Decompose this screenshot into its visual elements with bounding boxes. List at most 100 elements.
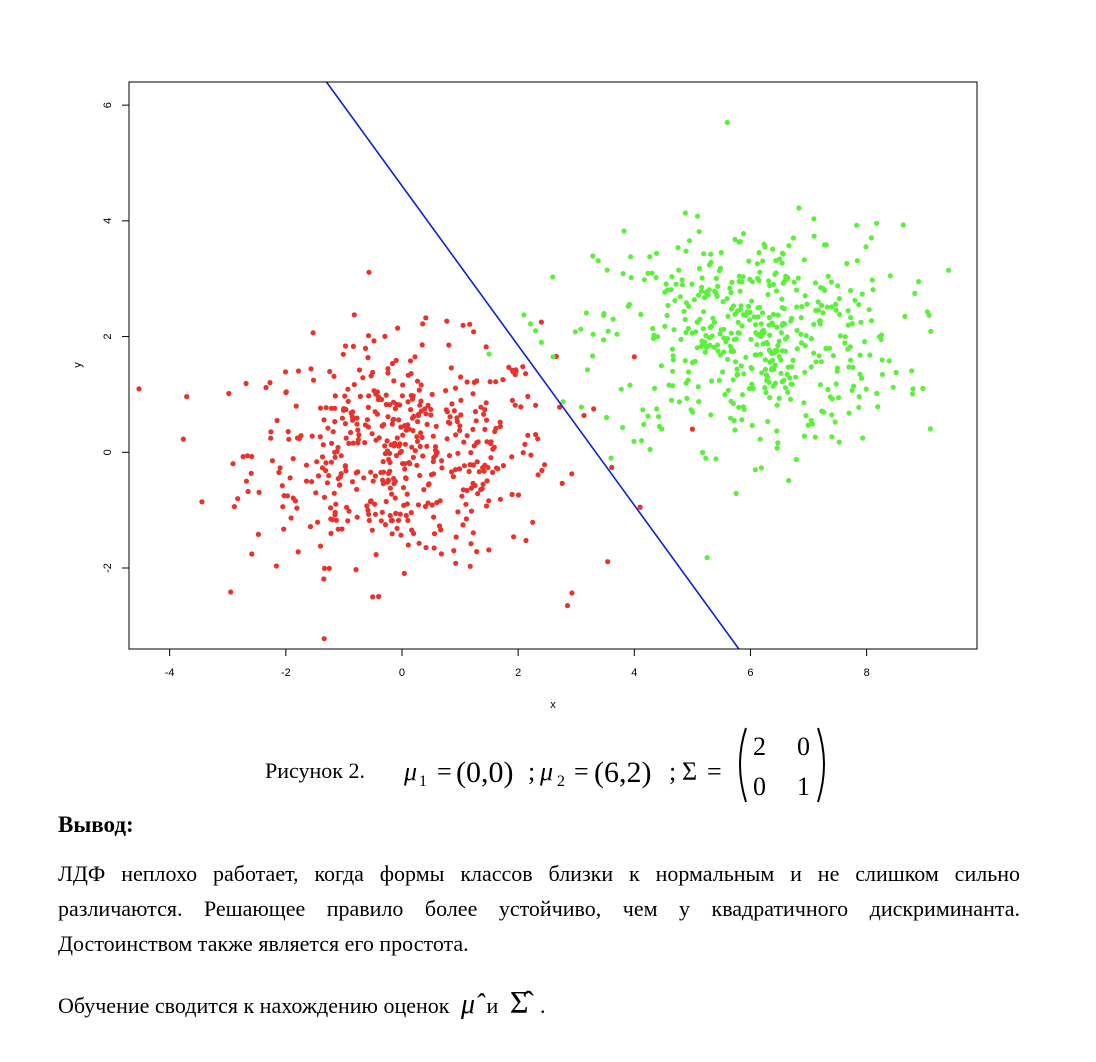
data-point xyxy=(383,392,389,398)
data-point xyxy=(450,474,456,480)
data-point xyxy=(365,333,372,339)
data-point xyxy=(749,381,755,387)
data-point xyxy=(362,440,368,446)
data-point xyxy=(683,330,689,336)
data-point xyxy=(738,363,744,369)
data-point xyxy=(715,348,721,354)
data-point xyxy=(454,415,460,421)
data-point xyxy=(739,417,745,423)
data-point xyxy=(431,531,438,537)
data-point xyxy=(420,453,426,459)
data-point xyxy=(572,329,579,335)
data-point xyxy=(446,342,452,348)
data-point xyxy=(774,428,780,434)
data-point xyxy=(456,466,463,472)
data-point xyxy=(356,367,363,373)
data-point xyxy=(628,275,634,281)
data-point xyxy=(414,378,421,384)
data-point xyxy=(736,239,742,245)
data-point xyxy=(500,463,506,469)
data-point xyxy=(869,277,875,283)
data-point xyxy=(263,384,269,391)
data-point xyxy=(277,465,283,471)
data-point xyxy=(716,268,723,274)
data-point xyxy=(527,321,534,327)
data-point xyxy=(497,496,503,502)
data-point xyxy=(542,462,548,468)
data-point xyxy=(695,384,701,390)
data-point xyxy=(675,245,681,251)
data-point xyxy=(689,426,695,432)
data-point xyxy=(380,469,387,475)
data-point xyxy=(637,504,643,510)
data-point xyxy=(754,261,761,267)
data-point xyxy=(770,357,776,363)
data-point xyxy=(343,435,349,441)
data-point xyxy=(354,486,360,492)
data-point xyxy=(802,293,808,299)
data-point xyxy=(463,516,469,522)
data-point xyxy=(799,304,805,310)
data-point xyxy=(698,288,705,294)
data-point xyxy=(702,349,708,355)
data-point xyxy=(321,636,327,642)
data-point xyxy=(676,399,683,405)
data-point xyxy=(767,395,773,401)
data-point xyxy=(437,498,443,504)
data-point xyxy=(412,448,418,454)
mu-subscript-1: 1 xyxy=(419,773,427,790)
sigma-hat-symbol: Σ̂ xyxy=(509,984,529,1020)
data-point xyxy=(453,432,459,438)
data-point xyxy=(528,452,534,458)
data-point xyxy=(370,478,376,484)
data-point xyxy=(479,486,485,492)
data-point xyxy=(425,402,431,408)
data-point xyxy=(199,499,205,505)
data-point xyxy=(787,375,793,381)
data-point xyxy=(373,437,379,443)
data-point xyxy=(774,445,780,451)
data-point xyxy=(343,406,349,413)
data-point xyxy=(578,404,585,410)
x-tick-label: 2 xyxy=(515,667,521,679)
data-point xyxy=(310,377,317,383)
data-point xyxy=(471,379,477,385)
sigma-symbol: Σ xyxy=(682,757,697,786)
data-point xyxy=(778,330,785,336)
data-point xyxy=(717,352,724,358)
data-point xyxy=(380,477,386,483)
data-point xyxy=(458,412,464,418)
data-point xyxy=(776,395,782,401)
data-point xyxy=(833,301,839,307)
data-point xyxy=(509,397,515,403)
data-point xyxy=(751,314,757,320)
data-point xyxy=(858,375,865,381)
data-point xyxy=(416,387,422,393)
data-point xyxy=(476,469,482,475)
data-point xyxy=(373,552,379,558)
data-point xyxy=(777,256,783,262)
data-point xyxy=(408,509,414,516)
data-point xyxy=(349,479,356,485)
data-point xyxy=(422,406,428,412)
data-point xyxy=(345,398,351,404)
data-point xyxy=(365,404,371,410)
data-point xyxy=(276,469,282,476)
data-point xyxy=(515,492,522,498)
data-point xyxy=(310,330,316,336)
data-point xyxy=(283,389,289,395)
data-point xyxy=(468,450,474,456)
data-point xyxy=(763,389,769,396)
data-point xyxy=(328,459,334,465)
data-point xyxy=(467,321,473,327)
data-point xyxy=(414,438,421,444)
data-point xyxy=(523,371,529,377)
data-point xyxy=(438,527,444,533)
data-point xyxy=(854,258,860,264)
data-point xyxy=(387,468,393,474)
data-point xyxy=(736,404,742,410)
data-point xyxy=(243,380,249,387)
data-point xyxy=(745,303,752,309)
data-point xyxy=(317,543,324,549)
data-point xyxy=(509,454,515,460)
